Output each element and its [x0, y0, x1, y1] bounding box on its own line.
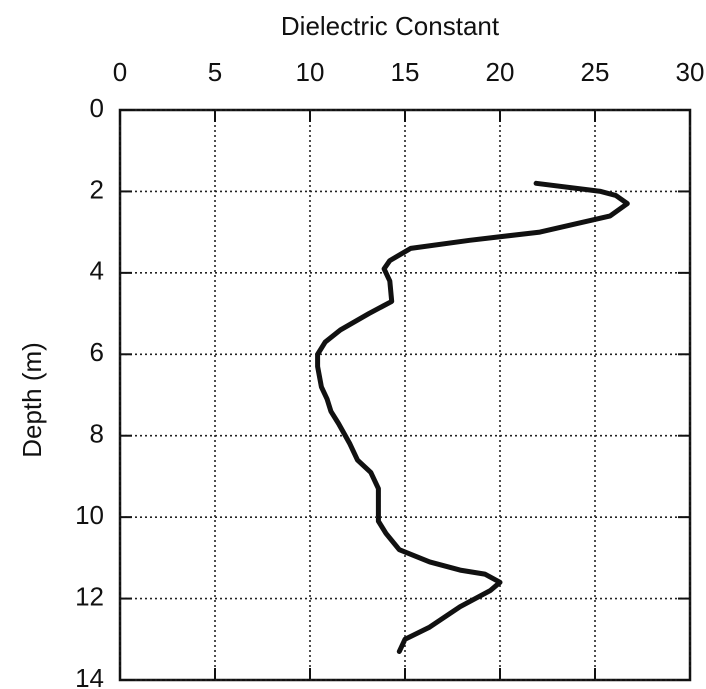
data-line [315, 180, 630, 654]
y-tick-label: 6 [90, 337, 104, 367]
y-tick-label: 10 [75, 500, 104, 530]
x-axis-title: Dielectric Constant [281, 11, 500, 41]
y-tick-label: 8 [90, 419, 104, 449]
y-tick-label: 4 [90, 256, 104, 286]
y-tick-label: 14 [75, 663, 104, 689]
y-tick-label: 0 [90, 93, 104, 123]
y-axis-title: Depth (m) [17, 342, 47, 458]
x-tick-label: 5 [208, 57, 222, 87]
y-tick-label: 12 [75, 581, 104, 611]
y-tick-label: 2 [90, 174, 104, 204]
x-tick-label: 25 [581, 57, 610, 87]
x-tick-label: 15 [391, 57, 420, 87]
x-tick-label: 20 [486, 57, 515, 87]
x-tick-label: 0 [113, 57, 127, 87]
x-tick-label: 10 [296, 57, 325, 87]
x-tick-label: 30 [676, 57, 705, 87]
